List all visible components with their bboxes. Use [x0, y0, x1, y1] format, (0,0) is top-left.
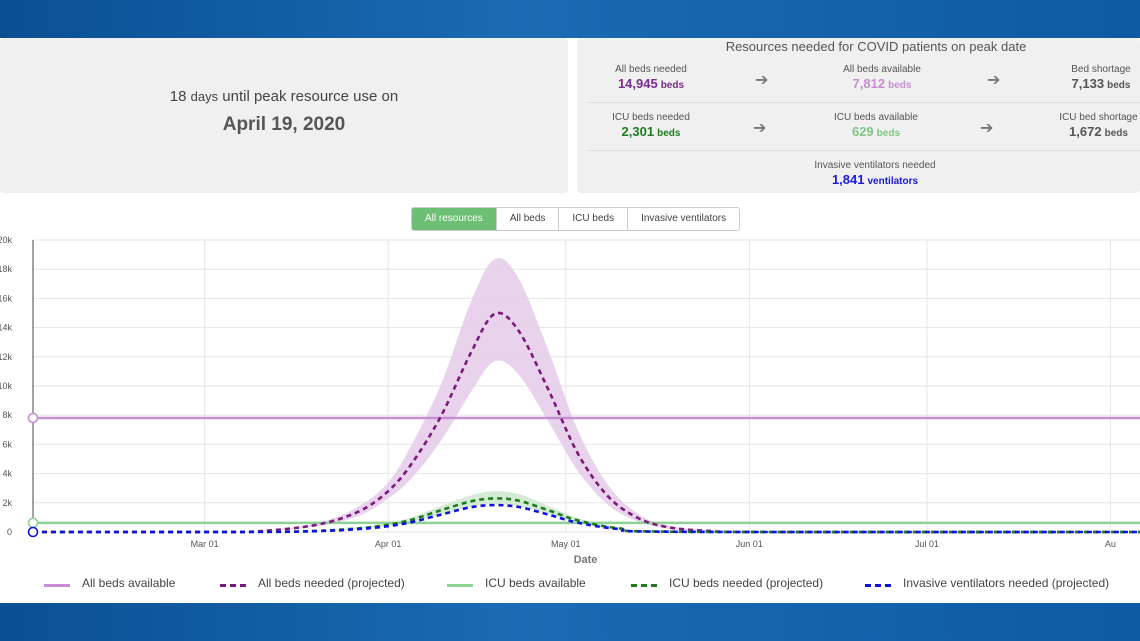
legend-swatch	[44, 584, 70, 587]
peak-countdown-card: 18 days until peak resource use on April…	[0, 38, 568, 193]
x-axis-label: Date	[574, 554, 598, 566]
icu-beds-needed: ICU beds needed 2,301 beds	[601, 112, 701, 141]
y-tick-label: 4k	[2, 469, 12, 479]
legend-swatch	[865, 584, 891, 587]
ventilators-needed-label: Invasive ventilators needed	[814, 160, 936, 171]
all-beds-available-value: 7,812	[852, 76, 886, 91]
legend-label: ICU beds available	[485, 576, 586, 590]
icu-beds-available-label: ICU beds available	[834, 112, 918, 123]
x-tick-label: Jun 01	[736, 539, 763, 549]
icu-bed-shortage-value: 1,672	[1069, 124, 1102, 139]
x-tick-label: Au	[1105, 539, 1116, 549]
all-beds-available-label: All beds available	[843, 64, 921, 75]
x-tick-label: Apr 01	[375, 539, 402, 549]
bed-shortage: Bed shortage 7,133 beds	[1063, 64, 1139, 93]
countdown-line: 18 days until peak resource use on	[0, 88, 568, 105]
legend-label: All beds available	[82, 576, 176, 590]
legend-swatch	[220, 584, 246, 587]
legend-label: All beds needed (projected)	[258, 576, 405, 590]
bed-shortage-value: 7,133	[1071, 76, 1105, 91]
confidence-band	[33, 257, 1140, 533]
arrow-right-icon: ➔	[753, 120, 767, 137]
bed-shortage-label: Bed shortage	[1071, 64, 1131, 75]
icu-beds-available-unit: beds	[876, 128, 901, 139]
bottom-banner	[0, 603, 1140, 641]
countdown-days: days	[190, 89, 219, 104]
all-beds-needed-label: All beds needed	[615, 64, 687, 75]
y-tick-label: 14k	[0, 323, 12, 333]
x-tick-label: Mar 01	[191, 539, 219, 549]
arrow-right-icon: ➔	[987, 72, 1001, 89]
y-tick-label: 8k	[2, 410, 12, 420]
icu-beds-available: ICU beds available 629 beds	[821, 112, 931, 141]
y-tick-label: 12k	[0, 352, 12, 362]
top-banner	[0, 0, 1140, 38]
x-tick-label: May 01	[551, 539, 581, 549]
series-line	[32, 503, 1140, 534]
all-beds-needed-unit: beds	[660, 80, 685, 91]
x-tick-label: Jul 01	[915, 539, 939, 549]
all-beds-available: All beds available 7,812 beds	[827, 64, 937, 93]
legend-swatch	[447, 584, 473, 587]
all-beds-available-unit: beds	[888, 80, 912, 91]
arrow-right-icon: ➔	[755, 72, 769, 89]
icu-beds-needed-value: 2,301	[621, 124, 655, 139]
tab-all-resources[interactable]: All resources	[412, 208, 496, 230]
tab-invasive-ventilators[interactable]: Invasive ventilators	[627, 208, 739, 230]
peak-date: April 19, 2020	[222, 114, 346, 135]
hover-marker	[27, 412, 39, 424]
icu-bed-shortage-label: ICU bed shortage	[1059, 112, 1138, 123]
series-line	[32, 311, 1140, 534]
y-tick-label: 6k	[2, 439, 12, 449]
icu-beds-needed-label: ICU beds needed	[612, 112, 690, 123]
row-divider	[587, 150, 1140, 151]
icu-beds-needed-unit: beds	[657, 128, 681, 139]
dashboard-page: 18 days until peak resource use on April…	[0, 38, 1140, 603]
icu-beds-available-value: 629	[851, 124, 874, 139]
y-tick-label: 16k	[0, 293, 12, 303]
y-tick-label: 2k	[2, 498, 12, 508]
confidence-band	[33, 491, 1140, 533]
countdown-text: until peak resource use on	[222, 88, 399, 105]
y-tick-label: 18k	[0, 264, 12, 274]
bed-shortage-unit: beds	[1107, 80, 1131, 91]
arrow-right-icon: ➔	[980, 120, 994, 137]
row-divider	[587, 102, 1140, 103]
tab-all-beds[interactable]: All beds	[495, 208, 559, 230]
icu-bed-shortage-unit: beds	[1104, 128, 1128, 139]
hover-marker	[27, 517, 39, 529]
y-tick-label: 10k	[0, 381, 12, 391]
resource-chart: 0 2k 4k 6k 8k 10k 12k 14k 16k 18k 20k Mar 01 Apr 01 M…	[0, 236, 1140, 566]
resource-tabs: All resources All beds ICU beds Invasive…	[411, 207, 741, 231]
legend-swatch	[631, 584, 657, 587]
tab-icu-beds[interactable]: ICU beds	[558, 208, 627, 230]
y-tick-label: 0	[7, 527, 12, 537]
countdown-number: 18	[169, 88, 187, 105]
ventilators-needed: Invasive ventilators needed 1,841 ventila…	[795, 160, 955, 189]
resources-title: Resources needed for COVID patients on p…	[725, 39, 1027, 54]
legend-label: ICU beds needed (projected)	[669, 576, 824, 590]
resources-card: Resources needed for COVID patients on p…	[577, 38, 1140, 193]
ventilators-needed-unit: ventilators	[867, 176, 919, 187]
legend-label: Invasive ventilators needed (projected)	[903, 576, 1110, 590]
series-line	[32, 497, 1140, 534]
chart-legend: All beds available All beds needed (proj…	[0, 576, 1140, 596]
ventilators-needed-value: 1,841	[831, 172, 865, 187]
all-beds-needed-value: 14,945	[617, 76, 658, 91]
icu-bed-shortage: ICU bed shortage 1,672 beds	[1057, 112, 1140, 141]
hover-marker	[27, 526, 39, 538]
y-tick-label: 20k	[0, 236, 12, 245]
all-beds-needed: All beds needed 14,945 beds	[601, 64, 701, 93]
